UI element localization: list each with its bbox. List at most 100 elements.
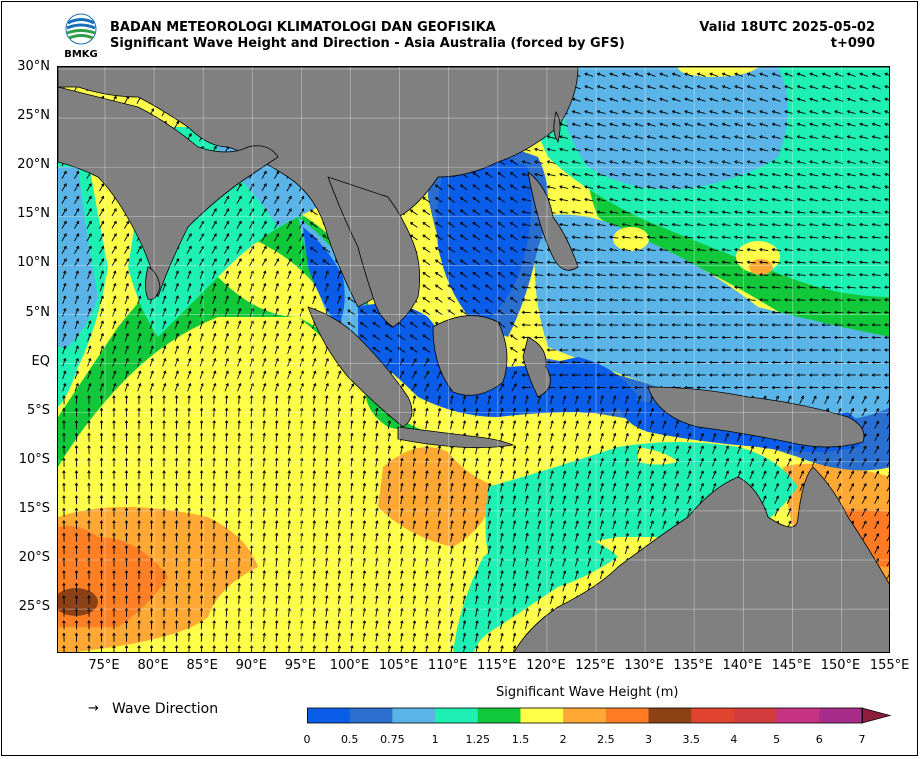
wave-arrow	[300, 557, 304, 567]
wave-arrow	[137, 482, 141, 492]
wave-arrow	[708, 285, 719, 290]
wave-arrow	[633, 285, 644, 290]
wave-arrow	[759, 135, 769, 140]
wave-arrow	[558, 298, 569, 302]
wave-arrow	[375, 620, 379, 630]
wave-arrow	[546, 147, 556, 152]
wave-arrow	[512, 620, 517, 630]
wave-arrow	[237, 469, 241, 480]
wave-arrow	[846, 210, 856, 214]
wave-arrow	[771, 110, 781, 115]
wave-arrow	[533, 260, 544, 265]
wave-arrow	[236, 258, 242, 267]
wave-arrow	[596, 135, 606, 140]
colorbar-outline	[307, 707, 863, 724]
wave-arrow	[549, 495, 554, 505]
wave-arrow	[112, 457, 116, 467]
wave-arrow	[587, 507, 592, 517]
wave-arrow	[621, 72, 631, 77]
wave-arrow	[262, 582, 266, 592]
wave-arrow	[450, 470, 454, 480]
wave-arrow	[162, 569, 166, 580]
wave-arrow	[771, 285, 781, 290]
wave-arrow	[412, 495, 417, 505]
wave-arrow	[99, 632, 104, 642]
wave-arrow	[612, 432, 617, 442]
wave-arrow	[721, 385, 731, 390]
wave-arrow	[87, 345, 92, 355]
wave-arrow	[424, 370, 430, 379]
wave-arrow	[721, 323, 731, 327]
wave-arrow	[112, 295, 117, 305]
wave-arrow	[249, 320, 254, 330]
wave-arrow	[609, 85, 619, 90]
wave-arrow	[137, 644, 141, 652]
wave-arrow	[637, 507, 642, 517]
wave-arrow	[558, 385, 569, 390]
wave-arrow	[487, 582, 492, 592]
wave-arrow	[484, 209, 493, 216]
wave-arrow	[387, 582, 392, 592]
wave-arrow	[475, 395, 479, 405]
wave-arrow	[584, 160, 594, 164]
wave-arrow	[721, 110, 731, 115]
wave-arrow	[300, 469, 304, 480]
wave-arrow	[609, 172, 619, 177]
wave-arrow	[871, 285, 881, 290]
wave-arrow	[462, 607, 467, 617]
wave-arrow	[596, 197, 606, 202]
wave-arrow	[350, 469, 354, 480]
wave-arrow	[137, 569, 141, 580]
wave-arrow	[633, 260, 644, 265]
wave-arrow	[422, 209, 431, 216]
wave-arrow	[834, 147, 844, 152]
land-australia	[513, 466, 889, 652]
wave-arrow	[262, 444, 266, 455]
wave-arrow	[411, 370, 417, 379]
wave-arrow	[658, 335, 669, 340]
wave-arrow	[537, 507, 542, 517]
wave-arrow	[659, 185, 669, 189]
wave-arrow	[399, 370, 405, 379]
wave-arrow	[187, 594, 191, 605]
wave-arrow	[883, 235, 889, 239]
wave-arrow	[633, 385, 644, 390]
wave-arrow	[74, 432, 79, 442]
wave-arrow	[62, 494, 66, 505]
wave-arrow	[783, 373, 794, 377]
wave-arrow	[583, 260, 594, 265]
wave-arrow	[162, 432, 166, 442]
wave-arrow	[596, 85, 606, 90]
wave-arrow	[671, 298, 681, 302]
wave-arrow	[771, 72, 781, 77]
colorbar-swatch	[563, 708, 607, 723]
wave-arrow	[884, 97, 889, 101]
wave-arrow	[87, 507, 91, 517]
wave-arrow	[521, 160, 531, 164]
wave-arrow	[312, 270, 317, 280]
wave-arrow	[736, 457, 742, 467]
wave-arrow	[162, 532, 166, 542]
wave-arrow	[299, 320, 304, 330]
wave-arrow	[537, 482, 542, 492]
wave-arrow	[437, 545, 442, 555]
wave-arrow	[884, 172, 889, 177]
wave-arrow	[637, 520, 642, 530]
wave-arrow	[472, 284, 481, 291]
wave-arrow	[487, 532, 492, 542]
lon-label: 145°E	[771, 658, 812, 673]
wave-arrow	[562, 545, 567, 555]
wave-arrow	[174, 382, 179, 392]
wave-arrow	[224, 507, 229, 517]
wave-arrow	[274, 469, 279, 480]
wave-arrow	[337, 494, 342, 505]
wave-arrow	[412, 632, 417, 642]
wave-arrow	[162, 370, 167, 380]
wave-arrow	[487, 632, 492, 642]
wave-arrow	[834, 110, 844, 115]
wave-arrow	[61, 183, 67, 192]
land-sulawesi	[522, 336, 551, 398]
wave-arrow	[387, 595, 392, 605]
wave-arrow	[400, 470, 404, 480]
wave-arrow	[859, 85, 869, 90]
